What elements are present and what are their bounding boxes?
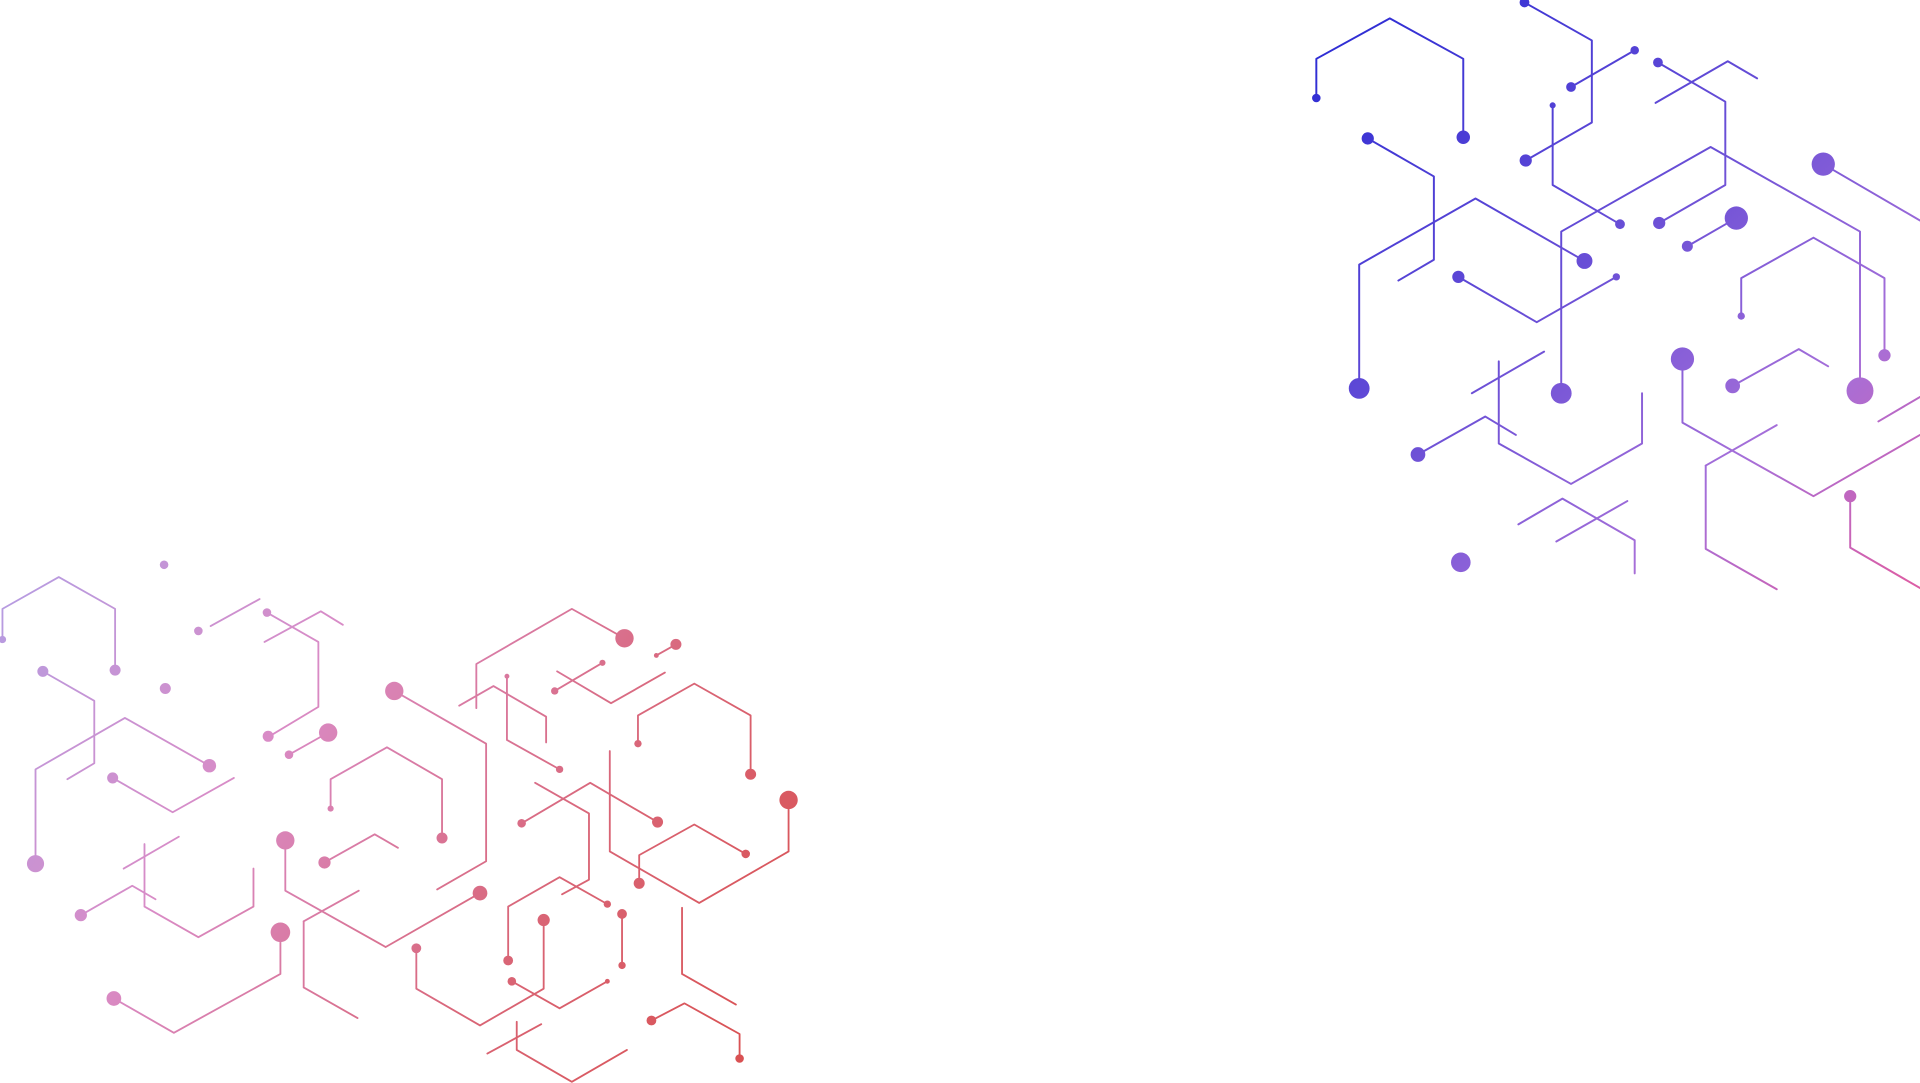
bottom-left-network (1, 576, 790, 1083)
top-right-nodes (1312, 0, 1891, 573)
top-right-network (1315, 1, 1920, 591)
bottom-left-nodes (0, 560, 798, 1063)
